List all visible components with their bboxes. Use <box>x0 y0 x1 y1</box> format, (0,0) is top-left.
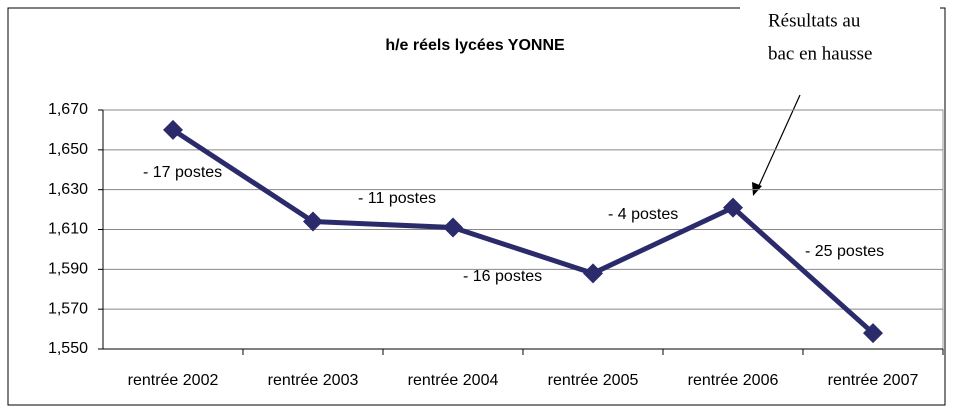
y-tick-label: 1,590 <box>48 261 88 278</box>
x-tick-label: rentrée 2007 <box>828 372 919 389</box>
data-line <box>171 127 875 335</box>
annotation: - 17 postes <box>143 164 222 181</box>
data-point <box>163 119 183 140</box>
callout-text: bac en hausse <box>768 43 872 64</box>
y-tick-label: 1,630 <box>48 181 88 198</box>
x-tick-label: rentrée 2003 <box>268 372 359 389</box>
data-point <box>303 211 323 232</box>
y-tick-label: 1,570 <box>48 300 88 317</box>
y-tick-label: 1,550 <box>48 340 88 357</box>
x-tick-label: rentrée 2006 <box>688 372 779 389</box>
x-tick-label: rentrée 2002 <box>128 372 219 389</box>
annotation: - 16 postes <box>463 268 542 285</box>
callout-text: Résultats au <box>768 10 861 31</box>
chart-border <box>7 7 946 406</box>
y-tick-label: 1,610 <box>48 221 88 238</box>
chart-title: h/e réels lycées YONNE <box>385 37 565 54</box>
y-tick-label: 1,670 <box>48 101 88 118</box>
data-point <box>723 197 743 218</box>
annotation: - 11 postes <box>358 190 436 207</box>
data-point <box>583 263 603 284</box>
data-point <box>443 217 463 238</box>
x-tick-label: rentrée 2004 <box>408 372 499 389</box>
callout-arrow <box>756 94 801 191</box>
annotation: - 4 postes <box>608 206 678 223</box>
x-tick-label: rentrée 2005 <box>548 372 639 389</box>
callout-arrowhead <box>752 182 762 196</box>
data-point <box>863 323 883 344</box>
annotation: - 25 postes <box>805 243 884 260</box>
callout-bg <box>740 0 940 70</box>
y-tick-label: 1,650 <box>48 141 88 158</box>
